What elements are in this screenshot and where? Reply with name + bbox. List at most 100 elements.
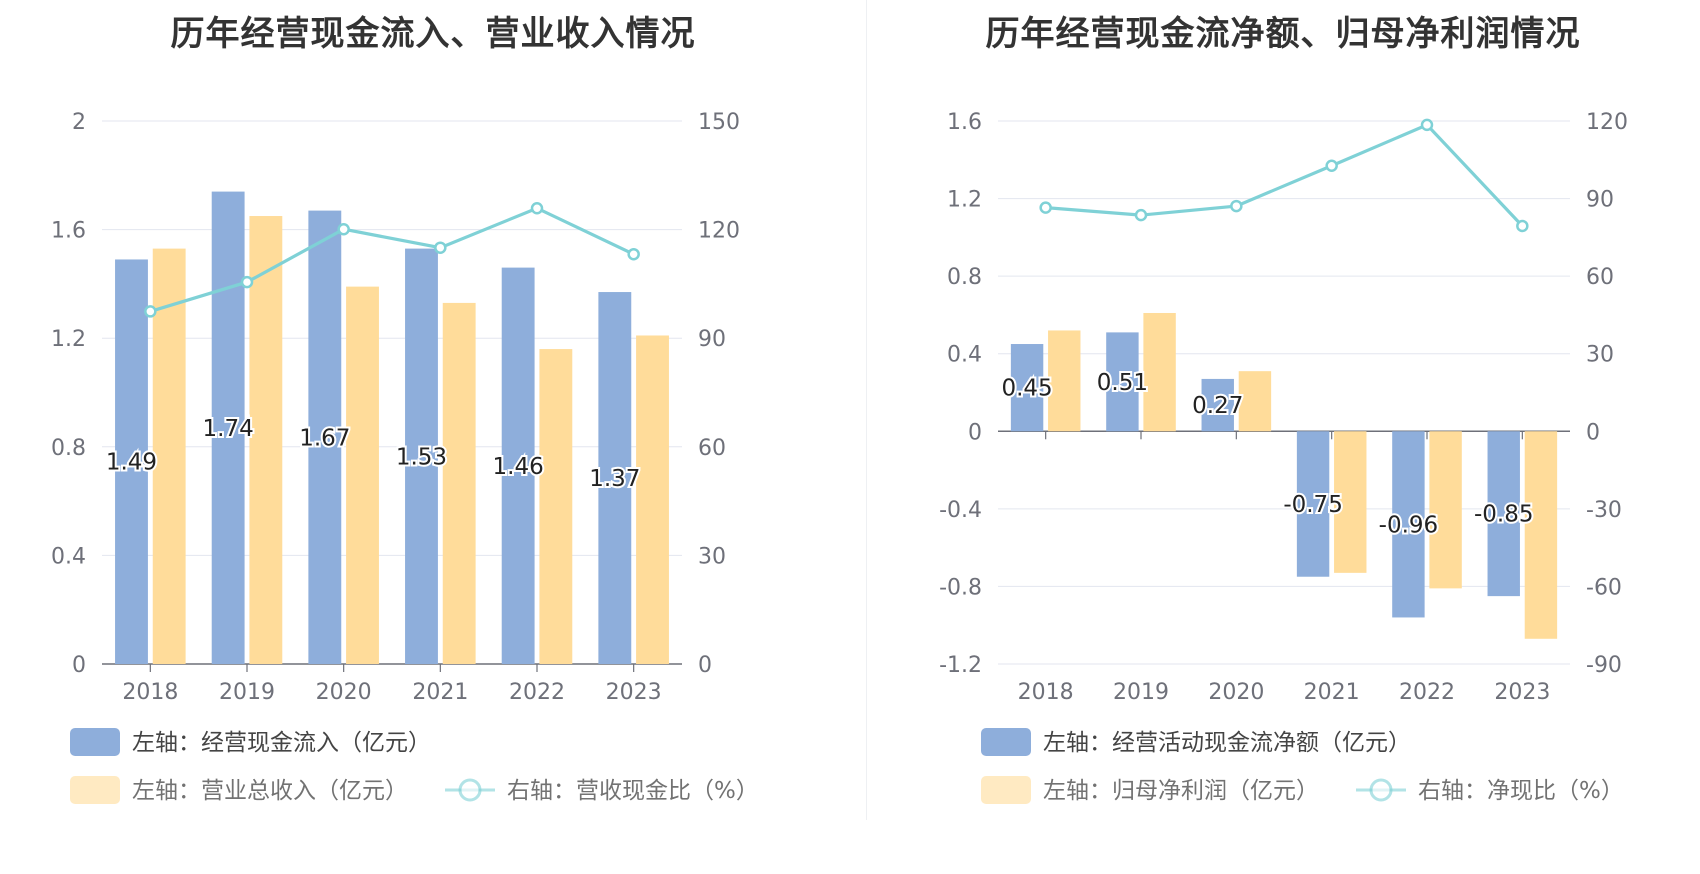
ratio-point <box>240 275 254 289</box>
ratio-point <box>1516 219 1529 233</box>
ratio-point <box>1039 201 1052 214</box>
left-axis-tick-label: 1.2 <box>947 188 982 213</box>
x-axis-tick-label: 2022 <box>1399 680 1455 705</box>
left-axis-tick-label: 0.8 <box>947 265 982 290</box>
left-axis-tick-label: 0 <box>968 420 982 445</box>
x-axis-tick-label: 2018 <box>122 680 178 705</box>
chart-title: 历年经营现金流入、营业收入情况 <box>170 14 696 54</box>
right-axis-tick-label: -60 <box>1586 575 1622 600</box>
legend-swatch <box>70 776 120 804</box>
legend-line-marker <box>1369 778 1393 802</box>
secondary-bar <box>249 216 283 664</box>
right-axis-tick-label: 60 <box>1586 265 1614 290</box>
bar-data-label: 1.46 <box>493 454 544 480</box>
right-axis-tick-label: 90 <box>698 327 726 352</box>
bar-data-label: 1.67 <box>299 425 350 451</box>
left-axis-tick-label: -1.2 <box>939 653 982 678</box>
primary-bar <box>115 259 148 664</box>
chart-title: 历年经营现金流净额、归母净利润情况 <box>985 14 1581 54</box>
primary-bar <box>1201 378 1234 432</box>
ratio-point <box>627 247 640 261</box>
secondary-bar <box>1524 431 1558 639</box>
bar-data-label: -0.75 <box>1283 492 1343 518</box>
right-axis-tick-label: 0 <box>698 653 712 678</box>
ratio-point <box>337 222 350 236</box>
x-axis-tick-label: 2019 <box>219 680 275 705</box>
secondary-bar <box>539 349 573 664</box>
right-axis-tick-label: 0 <box>1586 420 1600 445</box>
x-axis-tick-label: 2020 <box>316 680 372 705</box>
left-axis-tick-label: 0.4 <box>51 544 86 569</box>
ratio-point <box>1230 199 1243 213</box>
legend-line-marker <box>458 778 482 802</box>
bar-data-label: 0.51 <box>1097 370 1148 396</box>
x-axis-tick-label: 2019 <box>1113 680 1169 705</box>
ratio-point <box>530 201 544 215</box>
ratio-point <box>1420 118 1434 132</box>
bar-data-label: 0.27 <box>1192 393 1243 419</box>
ratio-point <box>144 305 157 318</box>
ratio-line <box>1045 122 1524 228</box>
secondary-bar <box>1238 371 1272 432</box>
secondary-bar <box>442 302 476 664</box>
x-axis-tick-label: 2018 <box>1018 680 1074 705</box>
cash-inflow-revenue-chart: 0 0.4 0.8 1.2 1.6 2 0 30 60 90 120 150 2018 2019 2020 2… <box>51 110 759 804</box>
ratio-point <box>434 241 447 254</box>
primary-bar <box>598 292 632 664</box>
x-axis-tick-label: 2020 <box>1208 680 1264 705</box>
right-axis-tick-label: 30 <box>698 544 726 569</box>
left-axis-tick-label: 1.6 <box>947 110 982 135</box>
primary-bar <box>1487 431 1520 597</box>
primary-bar <box>1296 431 1330 577</box>
primary-bar <box>405 248 438 665</box>
x-axis-tick-label: 2023 <box>606 680 662 705</box>
net-cash-profit-chart: -1.2 -0.8 -0.4 0 0.4 0.8 1.2 1.6 -90 -60 -30 0 30 60 9… <box>939 110 1628 804</box>
ratio-line <box>149 206 635 313</box>
net-cash-profit-panel: 历年经营现金流净额、归母净利润情况 -1.2 -0.8 -0.4 0 0.4 0.8 1.2… <box>866 0 1700 874</box>
right-axis-tick-label: 30 <box>1586 343 1614 368</box>
primary-bar <box>308 210 342 664</box>
legend-label: 右轴：营收现金比（%） <box>507 778 759 804</box>
right-axis-tick-label: 60 <box>698 436 726 461</box>
secondary-bar <box>1048 330 1081 432</box>
secondary-bar <box>636 335 669 664</box>
legend-label: 左轴：经营现金流入（亿元） <box>132 730 431 756</box>
x-axis-tick-label: 2023 <box>1494 680 1550 705</box>
x-axis-tick-label: 2022 <box>509 680 565 705</box>
left-axis-tick-label: -0.4 <box>939 498 982 523</box>
primary-bar <box>1010 344 1044 432</box>
primary-bar <box>501 267 535 664</box>
right-axis-tick-label: 120 <box>698 219 740 244</box>
secondary-bar <box>1334 431 1367 573</box>
bar-data-label: 1.37 <box>589 466 640 492</box>
legend-label: 右轴：净现比（%） <box>1418 778 1624 804</box>
secondary-bar <box>152 248 186 665</box>
right-axis-tick-label: 90 <box>1586 188 1614 213</box>
cash-inflow-revenue-panel: 历年经营现金流入、营业收入情况 0 0.4 0.8 1.2 1.6 2 0 30 60 90 120… <box>51 14 759 804</box>
bar-data-label: 1.74 <box>203 416 254 442</box>
bar-data-label: 1.49 <box>106 450 157 476</box>
left-axis-tick-label: 1.6 <box>51 219 86 244</box>
left-axis-tick-label: -0.8 <box>939 575 982 600</box>
ratio-point <box>1325 159 1338 172</box>
x-axis-tick-label: 2021 <box>1304 680 1360 705</box>
secondary-bar <box>1143 312 1176 432</box>
ratio-point <box>1134 208 1148 222</box>
bar-data-label: -0.96 <box>1379 512 1439 538</box>
right-axis-tick-label: -30 <box>1586 498 1622 523</box>
right-axis-tick-label: 150 <box>698 110 740 135</box>
right-axis-tick-label: -90 <box>1586 653 1622 678</box>
legend-swatch <box>981 728 1031 756</box>
legend-swatch <box>70 728 120 756</box>
primary-bar <box>1392 431 1425 618</box>
bar-data-label: 1.53 <box>396 444 447 470</box>
secondary-bar <box>1429 431 1462 589</box>
legend-label: 左轴：归母净利润（亿元） <box>1043 778 1319 804</box>
secondary-bar <box>346 286 379 664</box>
left-axis-tick-label: 2 <box>72 110 86 135</box>
left-axis-tick-label: 1.2 <box>51 327 86 352</box>
bar-data-label: -0.85 <box>1474 502 1534 528</box>
right-axis-tick-label: 120 <box>1586 110 1628 135</box>
x-axis-tick-label: 2021 <box>412 680 468 705</box>
